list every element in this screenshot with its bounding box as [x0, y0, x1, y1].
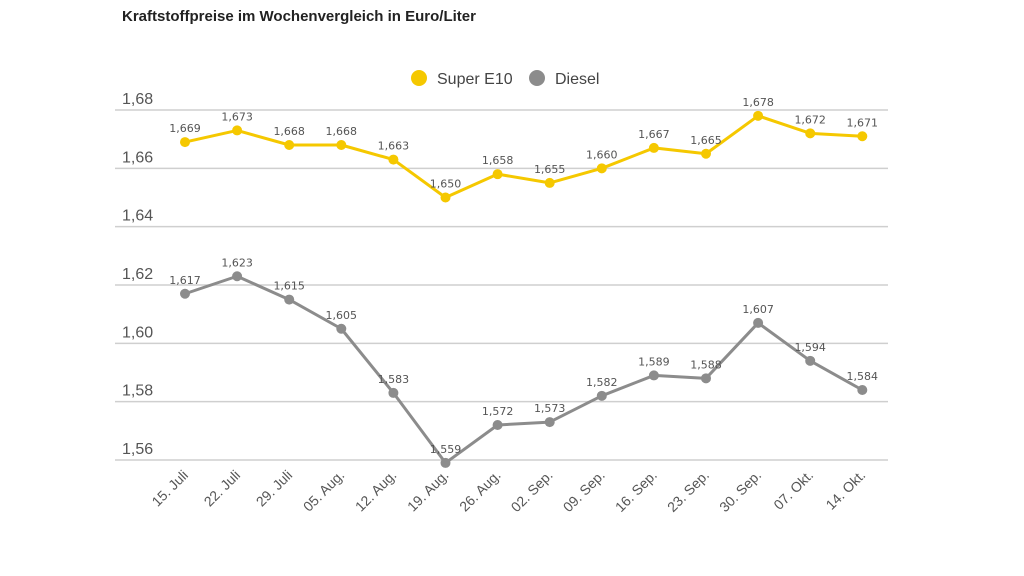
x-tick-label: 30. Sep. [716, 467, 764, 515]
data-point [805, 355, 816, 366]
data-point [440, 192, 451, 203]
data-label: 1,669 [169, 122, 201, 135]
x-tick-label: 07. Okt. [770, 467, 816, 513]
data-point [492, 169, 503, 180]
data-label: 1,673 [221, 110, 253, 123]
data-label: 1,588 [690, 358, 722, 371]
data-label: 1,607 [742, 303, 774, 316]
data-label: 1,668 [326, 125, 358, 138]
x-tick-label: 14. Okt. [822, 467, 868, 513]
data-point [544, 177, 555, 188]
data-point [596, 390, 607, 401]
data-point [180, 137, 190, 148]
data-point [180, 288, 190, 299]
data-point [648, 370, 659, 381]
x-tick-label: 15. Juli [148, 467, 191, 510]
data-point [857, 385, 868, 395]
data-label: 1,658 [482, 154, 514, 167]
data-point [388, 154, 399, 165]
legend-marker [529, 70, 545, 86]
x-tick-label: 16. Sep. [612, 467, 660, 515]
x-tick-label: 23. Sep. [664, 467, 712, 515]
data-label: 1,665 [690, 134, 722, 147]
data-point [232, 125, 243, 136]
data-label: 1,663 [378, 140, 410, 153]
data-label: 1,584 [847, 370, 879, 383]
data-label: 1,617 [169, 274, 201, 287]
data-label: 1,605 [326, 309, 358, 322]
series-line-diesel [184, 274, 864, 465]
x-tick-label: 02. Sep. [508, 467, 556, 515]
data-label: 1,623 [221, 256, 253, 269]
data-label: 1,678 [742, 96, 774, 109]
series-line-super-e10 [184, 114, 863, 199]
data-label: 1,650 [430, 178, 462, 191]
data-point [492, 420, 503, 430]
data-point [284, 140, 295, 150]
data-label: 1,660 [586, 148, 618, 161]
y-tick-label: 1,60 [122, 324, 153, 341]
data-label: 1,668 [273, 125, 305, 138]
data-point [701, 148, 711, 159]
data-point [440, 457, 451, 468]
data-point [753, 110, 764, 121]
data-point [648, 142, 659, 153]
data-point [701, 373, 711, 384]
x-tick-label: 26. Aug. [456, 467, 504, 515]
data-point [336, 323, 347, 334]
data-point [596, 163, 607, 174]
data-label: 1,589 [638, 355, 670, 368]
data-label: 1,672 [794, 113, 826, 126]
data-point [336, 140, 347, 150]
y-tick-label: 1,62 [122, 266, 153, 283]
x-tick-label: 12. Aug. [352, 467, 400, 515]
x-tick-label: 22. Juli [201, 467, 244, 510]
y-tick-label: 1,58 [122, 383, 153, 400]
data-label: 1,655 [534, 163, 566, 176]
data-label: 1,667 [638, 128, 670, 141]
legend-marker [411, 70, 427, 86]
data-label: 1,572 [482, 405, 514, 418]
data-label: 1,615 [273, 280, 305, 293]
data-label: 1,573 [534, 402, 566, 415]
data-label: 1,671 [847, 116, 879, 129]
data-label: 1,582 [586, 376, 618, 389]
chart-title: Kraftstoffpreise im Wochenvergleich in E… [122, 8, 476, 25]
x-tick-label: 05. Aug. [300, 467, 348, 515]
x-tick-label: 19. Aug. [404, 467, 452, 515]
data-point [857, 131, 868, 142]
data-label: 1,594 [794, 341, 826, 354]
x-tick-label: 29. Juli [253, 467, 296, 510]
data-label: 1,583 [378, 373, 410, 386]
legend-label: Super E10 [437, 71, 513, 88]
data-point [544, 417, 555, 428]
data-point [284, 294, 295, 305]
data-point [388, 387, 399, 398]
data-point [805, 128, 816, 139]
y-tick-label: 1,68 [122, 91, 153, 108]
legend-label: Diesel [555, 71, 599, 88]
y-tick-label: 1,56 [122, 441, 153, 458]
y-tick-label: 1,66 [122, 149, 153, 166]
data-point [753, 317, 764, 328]
data-label: 1,559 [430, 443, 462, 456]
x-tick-label: 09. Sep. [560, 467, 608, 515]
data-point [232, 271, 243, 282]
y-tick-label: 1,64 [122, 208, 153, 225]
